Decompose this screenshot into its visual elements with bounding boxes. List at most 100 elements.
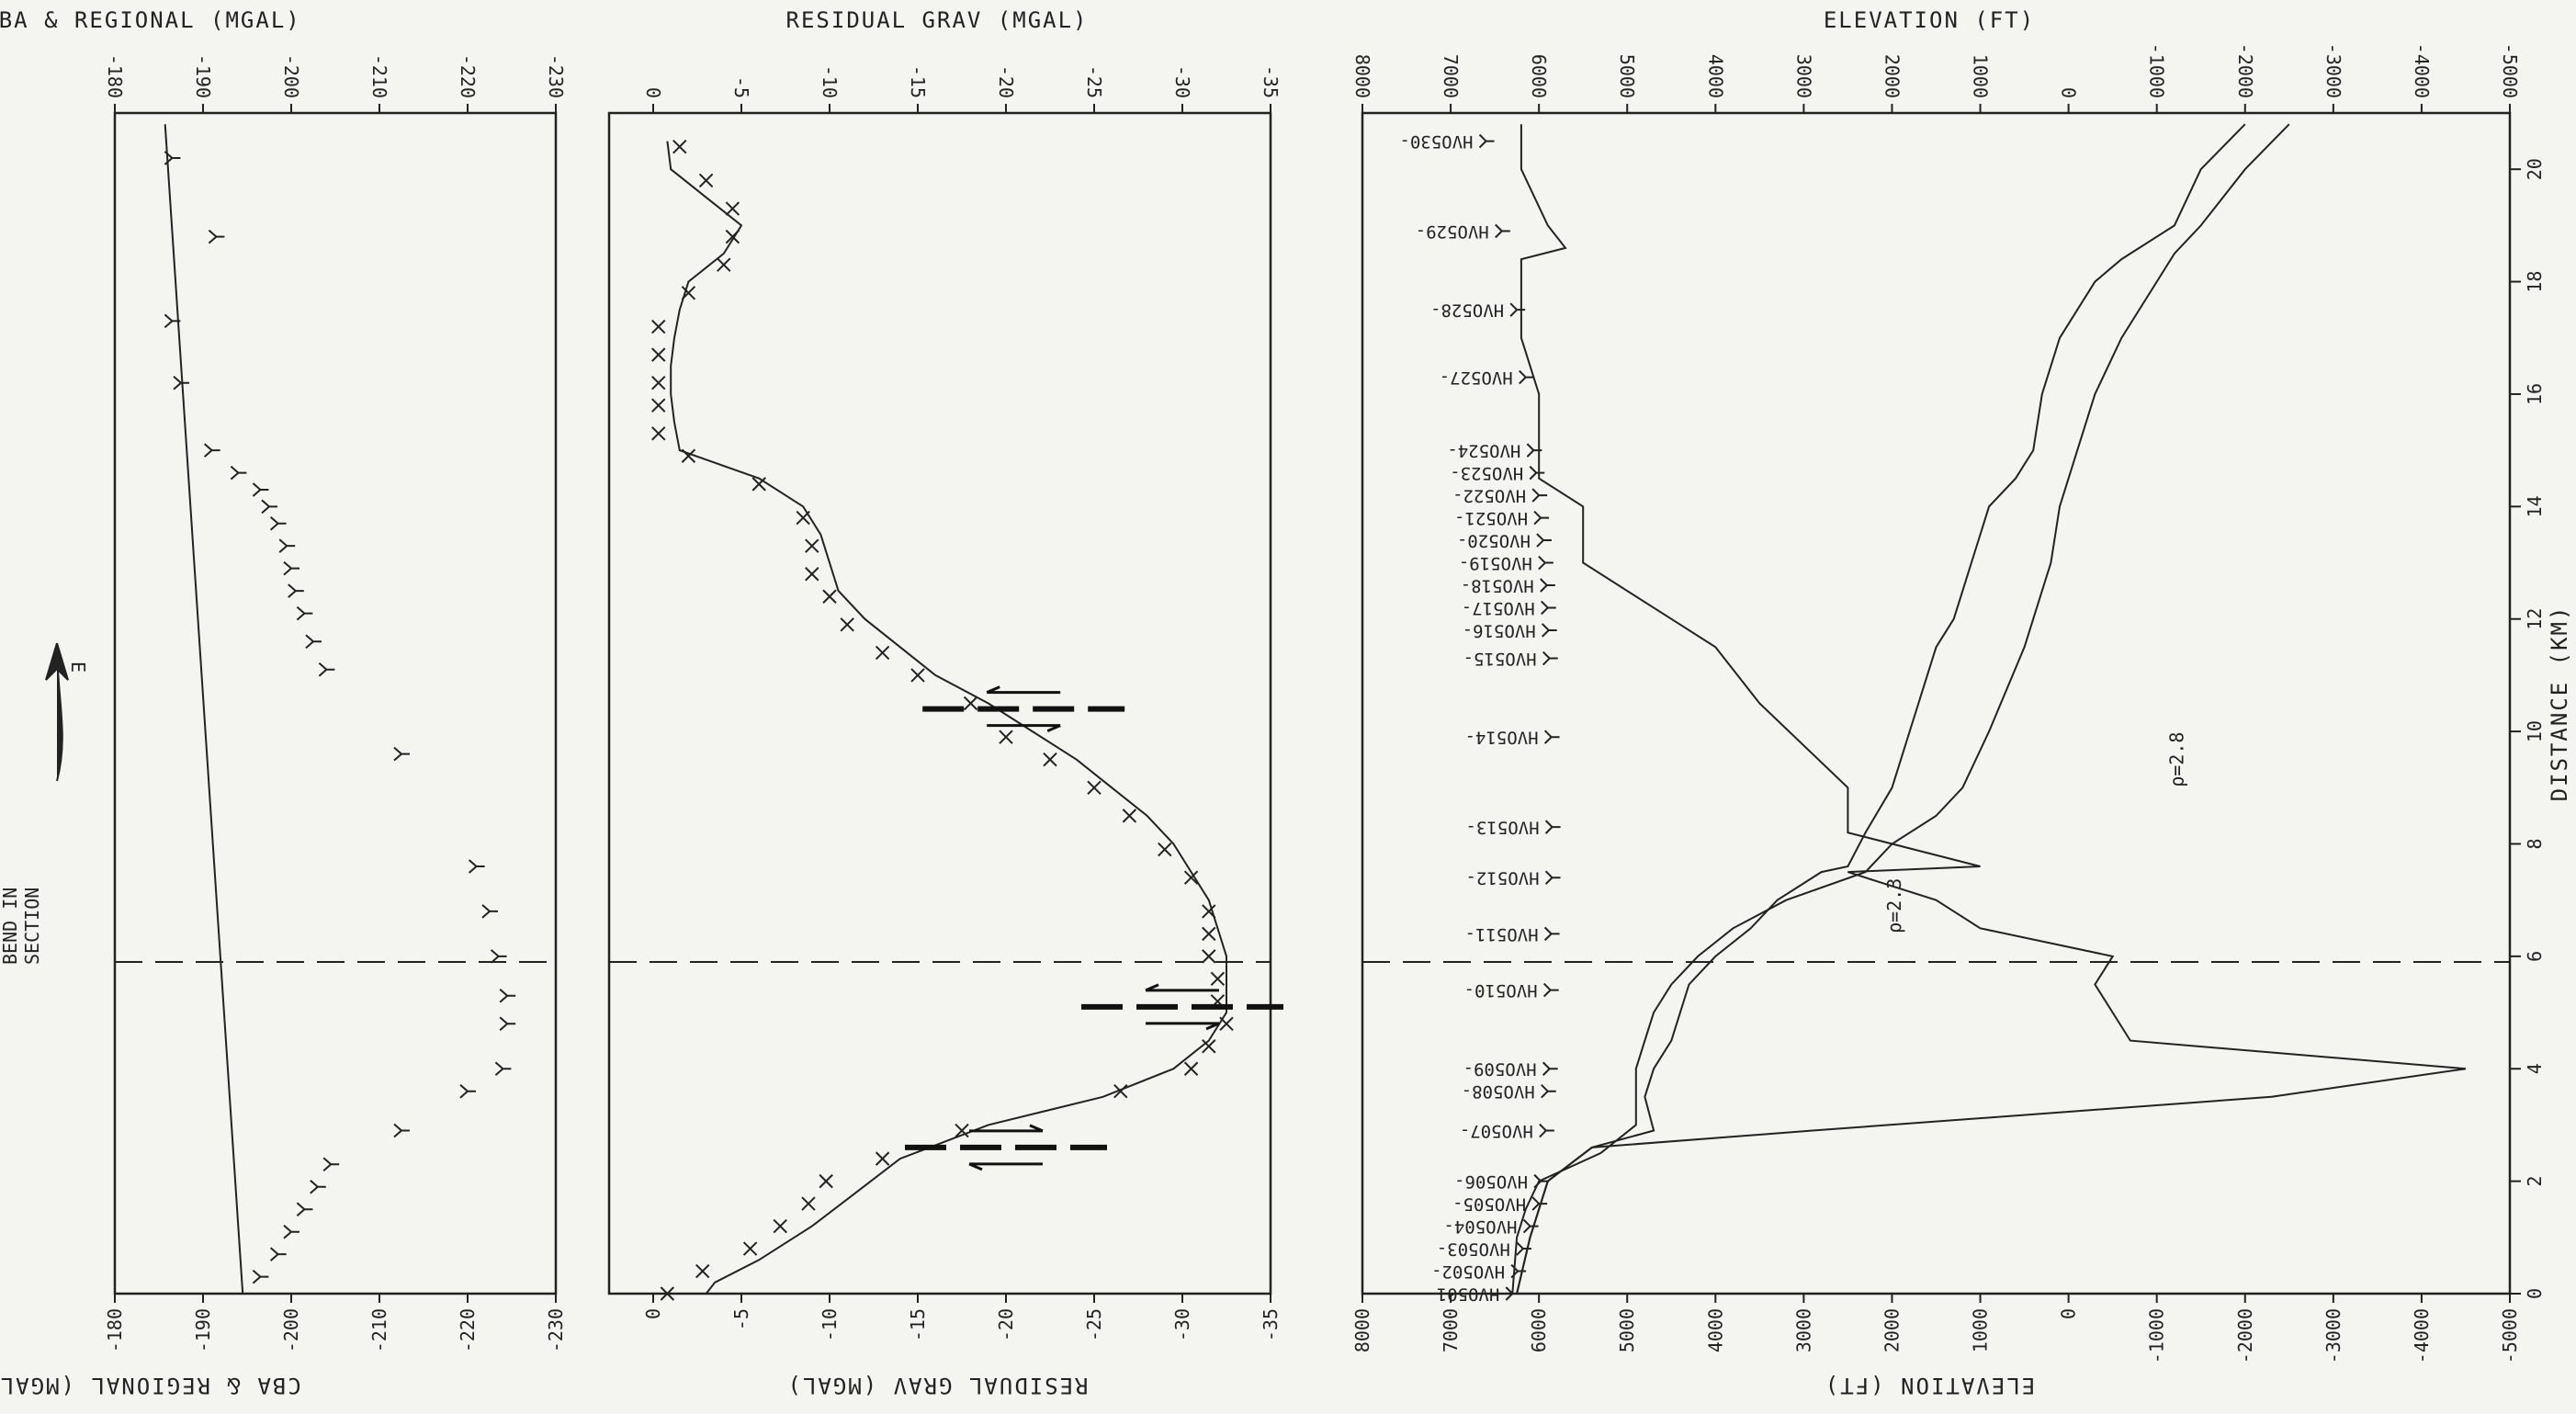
cba-point bbox=[459, 1083, 476, 1099]
outer-annotations: BEND IN SECTION E bbox=[0, 642, 89, 965]
elevation-tick-label: -2000 bbox=[2234, 1308, 2256, 1363]
station-label: HVO513- bbox=[1465, 818, 1539, 838]
station-label: HVO503- bbox=[1437, 1239, 1510, 1260]
distance-tick-label: 8 bbox=[2524, 838, 2546, 849]
elevation-tick-label: 8000 bbox=[1351, 1308, 1373, 1352]
observed-gravity-point bbox=[725, 229, 740, 244]
distance-tick-label: 12 bbox=[2524, 608, 2546, 630]
regional-tick-label: -210 bbox=[368, 54, 390, 98]
station-label: HVO511- bbox=[1465, 924, 1539, 945]
station-marker bbox=[1531, 1196, 1548, 1211]
elevation-tick-label: -5000 bbox=[2499, 1308, 2521, 1363]
elevation-tick-label: -4000 bbox=[2411, 1308, 2433, 1363]
observed-gravity-point bbox=[1113, 1084, 1128, 1099]
elevation-axis-title: ELEVATION (FT) bbox=[1824, 7, 2035, 33]
residual-gravity-panel: 0 0 -5 -5 -10 -10 -15 -15 -20 -20 -25 -25 -30 -30 -35 -… bbox=[607, 7, 1283, 1398]
distance-tick-label: 6 bbox=[2524, 951, 2546, 962]
station-label: HVO530- bbox=[1399, 131, 1473, 152]
regional-tick-label: -190 bbox=[192, 54, 214, 98]
cba-point bbox=[203, 443, 220, 458]
cba-point bbox=[269, 1247, 287, 1261]
regional-tick-label: -200 bbox=[280, 54, 302, 98]
station-marker bbox=[1541, 600, 1556, 616]
cba-point bbox=[494, 1061, 512, 1076]
observed-gravity-point bbox=[796, 510, 810, 526]
elevation-panel: 8000800070007000600060005000500040004000… bbox=[1351, 7, 2572, 1398]
elevation-tick-label: -5000 bbox=[2499, 43, 2521, 98]
observed-gravity-point bbox=[1158, 842, 1172, 857]
elevation-tick-label: 7000 bbox=[1440, 1308, 1462, 1352]
regional-tick-label: -180 bbox=[104, 54, 126, 98]
observed-gravity-point bbox=[819, 1173, 833, 1189]
regional-trend-line bbox=[164, 124, 244, 1295]
elevation-frame bbox=[1361, 111, 2512, 1295]
bend-in-section-label-line2: SECTION bbox=[21, 888, 43, 965]
station-marker bbox=[1543, 730, 1560, 744]
elevation-tick-label: 5000 bbox=[1616, 54, 1638, 98]
elevation-axis-title: ELEVATION (FT) bbox=[1824, 1373, 2035, 1398]
station-marker bbox=[1495, 223, 1510, 239]
observed-gravity-point bbox=[651, 376, 666, 390]
observed-gravity-point bbox=[875, 645, 890, 661]
observed-gravity-point bbox=[672, 140, 687, 154]
residual-tick-label: -25 bbox=[1083, 65, 1105, 98]
station-marker bbox=[1516, 1241, 1531, 1256]
observed-gravity-point bbox=[805, 538, 819, 553]
station-marker bbox=[1509, 302, 1526, 317]
residual-tick-label: -10 bbox=[819, 1308, 841, 1341]
residual-tick-label: -35 bbox=[1260, 65, 1282, 98]
station-label: HVO508- bbox=[1462, 1081, 1535, 1102]
elevation-series-line-3 bbox=[1516, 124, 2467, 1295]
station-marker bbox=[1540, 578, 1555, 593]
cba-point bbox=[393, 746, 410, 762]
computed-gravity-line bbox=[666, 141, 1227, 1295]
observed-gravity-point bbox=[910, 668, 925, 683]
distance-tick-label: 16 bbox=[2524, 383, 2546, 405]
observed-gravity-point bbox=[805, 567, 819, 582]
observed-gravity-point bbox=[717, 257, 731, 272]
station-label: HVO529- bbox=[1416, 221, 1489, 242]
distance-tick-label: 10 bbox=[2524, 720, 2546, 742]
elevation-tick-label: 2000 bbox=[1881, 1308, 1903, 1352]
fault-arrow-lower bbox=[968, 1162, 1043, 1171]
residual-tick-label: -10 bbox=[819, 65, 841, 98]
station-label: HVO510- bbox=[1464, 980, 1538, 1001]
residual-tick-label: -30 bbox=[1171, 65, 1193, 98]
station-label: HVO516- bbox=[1463, 620, 1536, 640]
regional-tick-label: -200 bbox=[280, 1308, 302, 1352]
regional-tick-label: -210 bbox=[368, 1308, 390, 1352]
station-label: HVO523- bbox=[1450, 463, 1523, 483]
station-label: HVO518- bbox=[1461, 576, 1534, 596]
residual-tick-label: 0 bbox=[642, 1308, 664, 1319]
cba-point bbox=[499, 988, 516, 1003]
regional-tick-label: -220 bbox=[457, 54, 479, 98]
station-label: HVO514- bbox=[1465, 728, 1539, 748]
cba-point bbox=[283, 1224, 299, 1239]
residual-axis-title: RESIDUAL GRAV (MGAL) bbox=[786, 1373, 1089, 1398]
residual-tick-label: -5 bbox=[730, 1308, 752, 1330]
elevation-tick-label: -1000 bbox=[2146, 1308, 2168, 1363]
elevation-tick-label: 0 bbox=[2058, 87, 2080, 98]
cba-point bbox=[252, 1269, 269, 1284]
station-label: HVO520- bbox=[1457, 531, 1531, 551]
observed-gravity-point bbox=[1202, 926, 1216, 942]
cba-point bbox=[481, 904, 498, 919]
cba-point bbox=[208, 229, 225, 244]
station-marker bbox=[1529, 465, 1545, 481]
cba-regional-panel: -180 -180 -190 -190 -200 -200 -210 -210 -220 -220… bbox=[0, 7, 567, 1398]
cba-point bbox=[269, 515, 287, 531]
observed-gravity-point bbox=[742, 1241, 758, 1256]
station-marker bbox=[1522, 1218, 1539, 1234]
observed-gravity-point bbox=[695, 1263, 710, 1279]
regional-tick-label: -180 bbox=[104, 1308, 126, 1352]
station-label: HVO502- bbox=[1431, 1261, 1505, 1282]
cba-point bbox=[296, 605, 313, 621]
station-marker bbox=[1541, 1084, 1556, 1099]
cba-point bbox=[278, 538, 296, 553]
distance-axis-title: DISTANCE (KM) bbox=[2547, 605, 2572, 802]
density-label: ρ=2.8 bbox=[2166, 732, 2188, 787]
residual-tick-label: -35 bbox=[1260, 1308, 1282, 1341]
observed-gravity-point bbox=[773, 1218, 787, 1234]
station-marker bbox=[1542, 982, 1559, 998]
elevation-tick-label: 4000 bbox=[1704, 54, 1726, 98]
